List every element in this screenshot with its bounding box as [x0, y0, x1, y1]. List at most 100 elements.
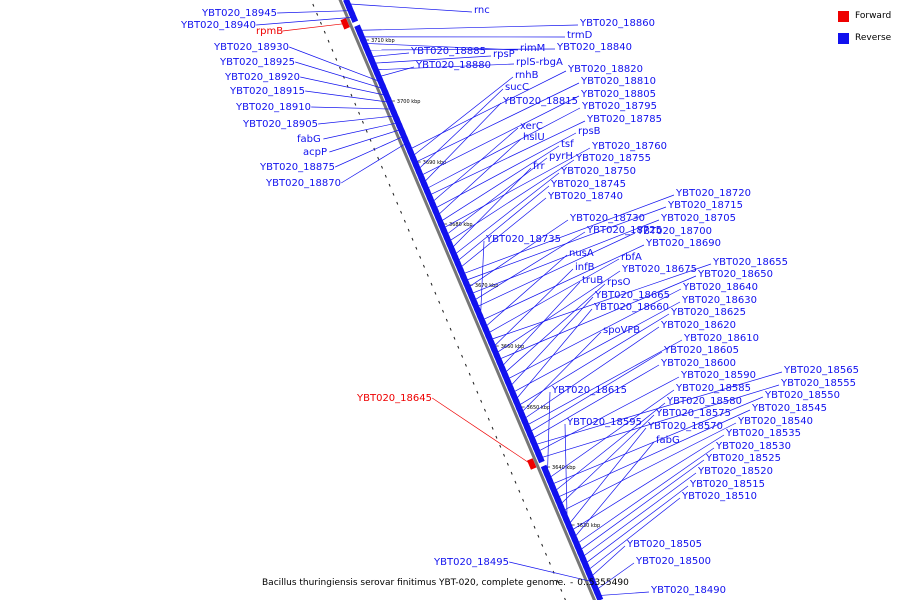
gene-label-YBT020_18600: YBT020_18600	[660, 358, 736, 369]
legend-label-forward: Forward	[855, 11, 892, 21]
gene-label-YBT020_18785: YBT020_18785	[586, 114, 662, 125]
gene-label-YBT020_18640: YBT020_18640	[682, 282, 758, 293]
guide-dot	[457, 345, 460, 349]
backbone-line	[338, 0, 597, 600]
gene-label-YBT020_18500: YBT020_18500	[635, 556, 711, 567]
scale-tick-label: 3660 kbp	[501, 344, 525, 350]
scale-tick-label: 3670 kbp	[475, 283, 499, 289]
guide-dot	[503, 453, 506, 457]
leader-line-YBT020_18555	[541, 384, 780, 458]
leader-line-YBT020_18630	[513, 301, 681, 393]
guide-dot	[453, 336, 456, 340]
guide-dot	[560, 588, 563, 592]
guide-dot	[495, 435, 498, 439]
leader-line-hslU	[438, 138, 522, 215]
leader-line-rpsP	[374, 55, 492, 64]
gene-label-nusA: nusA	[569, 248, 594, 259]
guide-dot	[319, 21, 322, 25]
leader-line-YBT020_18860	[360, 24, 579, 31]
gene-label-YBT020_18740: YBT020_18740	[547, 191, 623, 202]
legend-swatch-forward	[838, 10, 849, 22]
leader-line-YBT020_18575	[561, 414, 655, 504]
leader-line-YBT020_18520	[583, 472, 697, 557]
leader-line-YBT020_18880	[380, 66, 415, 77]
leader-line-rnc	[349, 3, 473, 13]
leader-line-YBT020_18540	[564, 422, 737, 511]
gene-label-YBT020_18645: YBT020_18645	[356, 393, 432, 404]
guide-dot	[537, 534, 540, 538]
gene-label-YBT020_18550: YBT020_18550	[764, 390, 840, 401]
gene-label-YBT020_18605: YBT020_18605	[663, 345, 739, 356]
leader-line-rbfA	[488, 258, 620, 333]
gene-label-tsf: tsf	[561, 139, 574, 150]
guide-dot	[411, 237, 414, 241]
leader-line-fabG	[575, 441, 655, 537]
gene-label-rpsP: rpsP	[493, 49, 515, 60]
leader-line-rpsO	[505, 283, 606, 373]
guide-dot	[533, 525, 536, 529]
gene-block-rpmB	[340, 17, 350, 30]
guide-dot	[381, 165, 383, 169]
gene-label-YBT020_18925: YBT020_18925	[219, 57, 295, 68]
dotted-guide-track	[312, 3, 566, 600]
leader-line-sucC	[419, 88, 504, 169]
guide-dot	[331, 48, 334, 52]
leader-line-fabG	[323, 121, 401, 140]
leader-line-YBT020_18910	[311, 106, 395, 110]
scale-tick-label: 3690 kbp	[423, 160, 447, 166]
leader-line-YBT020_18940	[256, 16, 356, 26]
gene-label-YBT020_18665: YBT020_18665	[594, 290, 670, 301]
gene-label-YBT020_18795: YBT020_18795	[581, 101, 657, 112]
leader-line-YBT020_18700	[477, 232, 636, 307]
leader-line-YBT020_18720	[463, 194, 675, 274]
guide-dot	[377, 156, 380, 160]
gene-label-YBT020_18875: YBT020_18875	[259, 162, 335, 173]
gene-label-YBT020_18575: YBT020_18575	[655, 408, 731, 419]
leader-line-YBT020_18565	[536, 371, 783, 445]
leader-line-YBT020_18885	[372, 52, 410, 57]
gene-label-YBT020_18620: YBT020_18620	[660, 320, 736, 331]
guide-dot	[426, 273, 429, 277]
gene-label-YBT020_18860: YBT020_18860	[579, 18, 655, 29]
scale-tick-label: 3650 kbp	[527, 405, 551, 411]
gene-label-YBT020_18490: YBT020_18490	[650, 585, 726, 596]
guide-dot	[350, 93, 353, 97]
guide-dot	[407, 228, 410, 232]
guide-dot	[430, 282, 433, 286]
leader-line-YBT020_18610	[527, 339, 683, 425]
leader-line-YBT020_18535	[572, 434, 725, 531]
leader-line-YBT020_18905	[318, 115, 398, 125]
leader-line-acpP	[329, 128, 403, 153]
guide-dot	[422, 264, 425, 268]
gene-label-YBT020_18520: YBT020_18520	[697, 466, 773, 477]
gene-label-YBT020_18700: YBT020_18700	[636, 226, 712, 237]
gene-label-YBT020_18805: YBT020_18805	[580, 89, 656, 100]
leader-line-rimM	[366, 43, 519, 51]
leader-line-YBT020_18760	[444, 147, 591, 228]
leader-line-YBT020_18615	[547, 391, 551, 471]
guide-dot	[445, 318, 448, 322]
leader-line-YBT020_18490	[600, 591, 650, 596]
guide-dot	[361, 120, 364, 124]
leader-line-YBT020_18690	[483, 244, 645, 320]
leader-line-YBT020_18945	[277, 10, 353, 14]
gene-label-YBT020_18920: YBT020_18920	[224, 72, 300, 83]
gene-label-spoVFB: spoVFB	[603, 325, 640, 336]
gene-label-rbfA: rbfA	[621, 252, 642, 263]
leader-line-rnhB	[413, 76, 514, 156]
gene-label-sucC: sucC	[505, 82, 529, 93]
gene-label-YBT020_18525: YBT020_18525	[705, 453, 781, 464]
gene-label-YBT020_18705: YBT020_18705	[660, 213, 736, 224]
gene-label-YBT020_18750: YBT020_18750	[560, 166, 636, 177]
legend-label-reverse: Reverse	[855, 33, 892, 43]
gene-label-YBT020_18580: YBT020_18580	[666, 396, 742, 407]
scale-tick-label: 3700 kbp	[397, 99, 421, 105]
guide-dot	[476, 390, 479, 394]
gene-block-YBT020_18645	[527, 458, 537, 470]
guide-dot	[388, 183, 391, 187]
guide-dot	[403, 219, 406, 223]
leader-line-YBT020_18840	[369, 48, 556, 51]
gene-label-rpsO: rpsO	[607, 277, 631, 288]
